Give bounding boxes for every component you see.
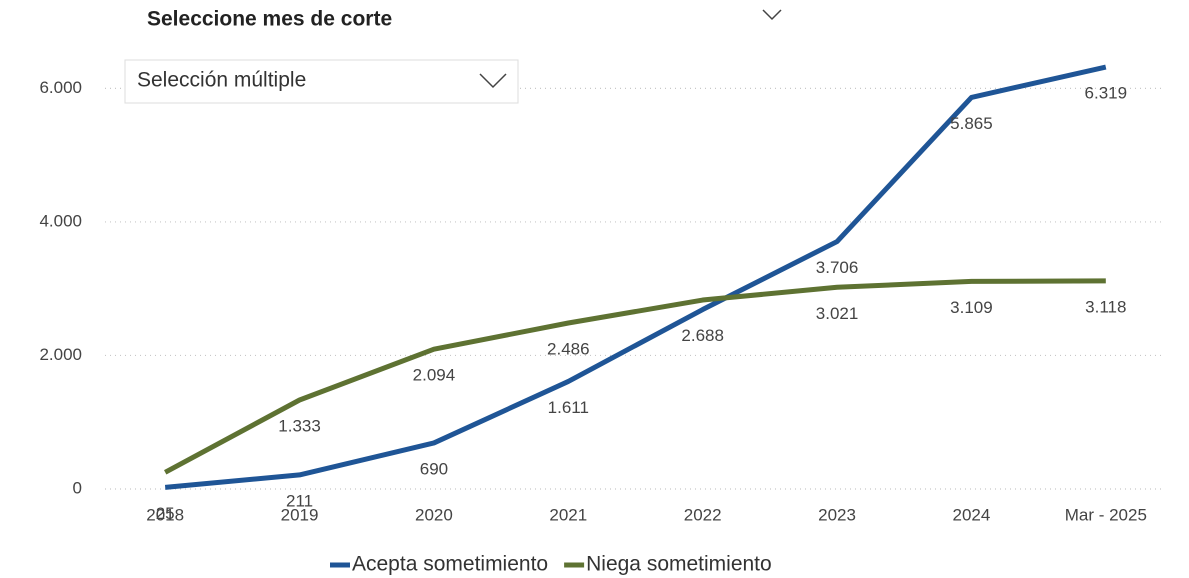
y-tick-label: 4.000 (39, 211, 82, 230)
x-tick-label: 2018 (146, 505, 184, 524)
data-label: 6.319 (1085, 84, 1128, 103)
data-label: 5.865 (950, 114, 993, 133)
x-tick-label: Mar - 2025 (1065, 505, 1147, 524)
slicer-selection: Selección múltiple (137, 69, 306, 92)
data-label: 3.021 (816, 304, 859, 323)
data-label: 211 (286, 491, 313, 510)
slicer-dropdown[interactable] (124, 59, 519, 104)
data-label: 2.094 (413, 366, 456, 385)
y-tick-label: 6.000 (39, 78, 82, 97)
x-tick-label: 2024 (953, 505, 991, 524)
y-tick-label: 2.000 (39, 345, 82, 364)
data-label: 2.688 (681, 326, 724, 345)
data-label: 3.706 (816, 258, 859, 277)
x-tick-label: 2021 (549, 505, 587, 524)
plot: 0 2.000 4.000 6.000 2018 2019 2020 2021 2022 2023… (39, 64, 1165, 524)
series-line (164, 278, 1106, 475)
y-tick-label: 0 (73, 478, 82, 497)
data-label: 3.109 (950, 298, 993, 317)
data-label: 690 (420, 459, 448, 478)
x-tick-label: 2020 (415, 505, 453, 524)
data-label: 2.486 (547, 339, 590, 358)
dropdown-chevron[interactable] (479, 73, 507, 89)
legend-label: Niega sometimiento (586, 553, 772, 576)
data-label: 25 (156, 504, 175, 523)
slicer-title: Seleccione mes de corte (147, 8, 392, 31)
x-tick-label: 2023 (818, 505, 856, 524)
series-line (164, 64, 1107, 490)
x-tick-label: 2022 (684, 505, 722, 524)
data-label: 1.611 (548, 398, 589, 417)
data-label: 3.118 (1085, 297, 1126, 316)
data-label: 1.333 (278, 416, 321, 435)
x-tick-label: 2019 (281, 505, 319, 524)
slicer-collapse[interactable] (762, 9, 782, 21)
legend-label: Acepta sometimiento (352, 553, 548, 576)
